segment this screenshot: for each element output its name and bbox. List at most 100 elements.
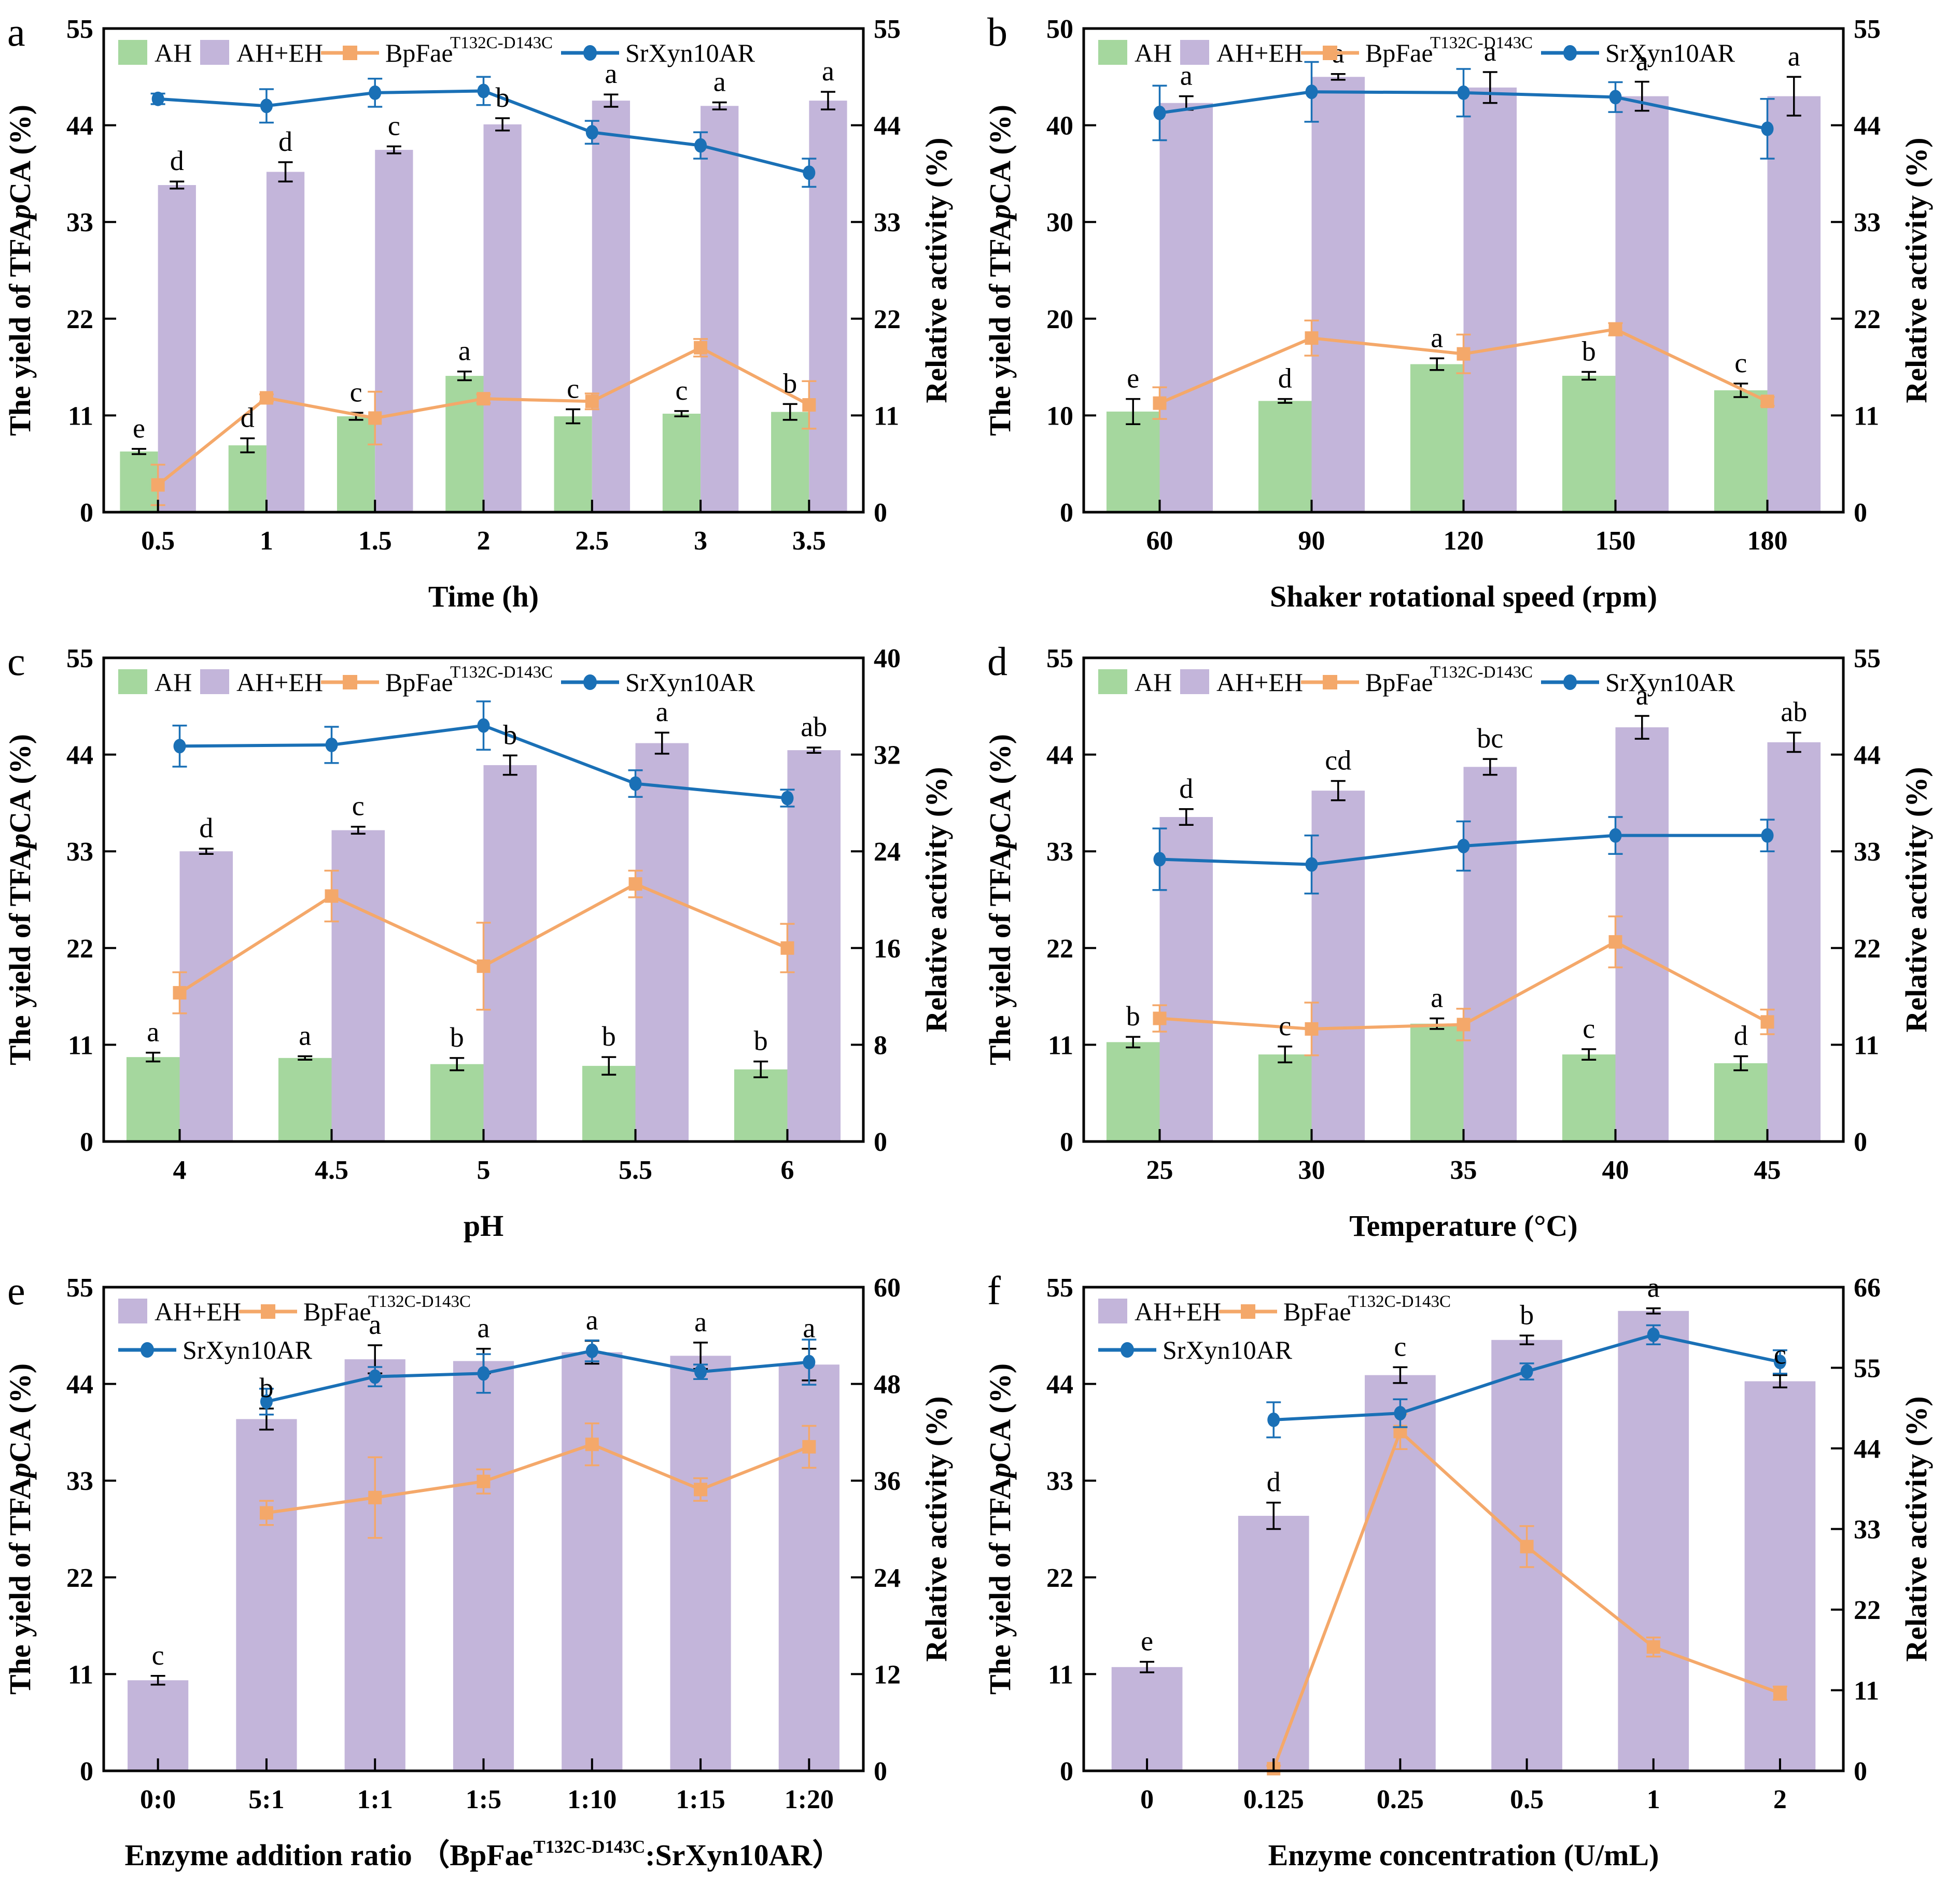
bar <box>1410 364 1464 512</box>
bar <box>787 750 841 1142</box>
square-marker <box>802 398 816 412</box>
bar <box>430 1064 484 1142</box>
legend-label: SrXyn10AR <box>1163 1335 1293 1364</box>
right-tick-label: 33 <box>1854 208 1881 237</box>
x-axis-title: Enzyme addition ratio （BpFaeT132C-D143C:… <box>125 1837 843 1872</box>
x-tick-label: 1:15 <box>676 1785 725 1814</box>
bars-ah <box>1106 1023 1768 1142</box>
significance-letter: e <box>1127 363 1139 394</box>
x-axis-title: Time (h) <box>428 580 539 613</box>
x-axis-title: Enzyme concentration (U/mL) <box>1268 1838 1659 1872</box>
right-tick-label: 55 <box>1854 15 1881 44</box>
bar <box>1463 87 1517 513</box>
x-axis-title: Temperature (°C) <box>1349 1209 1577 1243</box>
bars-ah-eh <box>1159 77 1821 513</box>
bar <box>1714 1063 1768 1142</box>
circle-marker <box>1773 1355 1786 1370</box>
right-tick-label: 32 <box>874 741 901 770</box>
left-tick-label: 55 <box>66 644 93 673</box>
left-tick-label: 55 <box>66 1273 93 1303</box>
x-tick-label: 1:5 <box>466 1785 501 1814</box>
legend-square-marker <box>1323 46 1337 60</box>
legend-label: AH+EH <box>1216 668 1303 697</box>
significance-letter: d <box>199 812 213 843</box>
x-tick-label: 6 <box>781 1156 794 1185</box>
bar <box>1767 742 1821 1142</box>
right-tick-label: 36 <box>874 1467 901 1496</box>
significance-letter: d <box>170 145 184 176</box>
bar <box>344 1359 405 1771</box>
x-tick-label: 3 <box>694 526 707 556</box>
significance-letter: a <box>656 696 668 727</box>
square-marker <box>259 1506 273 1520</box>
square-marker <box>259 391 273 405</box>
line-bpfae <box>150 338 817 506</box>
left-tick-label: 33 <box>1046 837 1073 867</box>
axis-titles: The yield of TFApCA (%) Relative activity… <box>983 734 1933 1243</box>
legend-label: SrXyn10AR <box>1605 668 1735 697</box>
significance-letter: c <box>350 376 362 407</box>
plot-border <box>102 1286 865 1772</box>
left-tick-label: 55 <box>66 15 93 44</box>
significance-letter: c <box>352 791 365 822</box>
circle-marker <box>585 1343 598 1358</box>
bar <box>635 743 689 1142</box>
chart-panel-e: c b a a a a a 0 11 22 33 44 55 0 12 24 36 48 60 0:0 5:1 1:1 1:… <box>3 1268 953 1872</box>
left-tick-label: 55 <box>1046 1273 1073 1303</box>
line-srxyn10ar <box>1152 61 1775 160</box>
left-tick-label: 30 <box>1046 208 1073 237</box>
bar <box>1258 401 1312 512</box>
significance-letter: d <box>1734 1020 1748 1051</box>
bar <box>236 1419 297 1771</box>
legend-label-superscript: T132C-D143C <box>1430 663 1533 682</box>
square-marker <box>1773 1686 1787 1700</box>
circle-marker <box>1267 1412 1280 1427</box>
right-tick-label: 55 <box>1854 644 1881 673</box>
circle-marker <box>477 718 490 733</box>
line-srxyn10ar <box>1152 816 1775 895</box>
circle-marker <box>173 739 186 754</box>
legend-square-marker <box>261 1304 275 1319</box>
bar <box>375 150 413 513</box>
right-tick-label: 66 <box>1854 1273 1881 1303</box>
left-tick-label: 33 <box>66 837 93 867</box>
circle-marker <box>629 776 642 791</box>
bar <box>266 172 305 512</box>
legend-label-superscript: T132C-D143C <box>1430 34 1533 52</box>
legend-square-marker <box>343 675 357 689</box>
axes: 0 10 20 30 40 50 0 11 22 33 44 55 60 90 120 150 180 <box>1046 15 1881 556</box>
legend-circle-marker <box>1563 45 1577 61</box>
square-marker <box>325 889 339 903</box>
significance-letter: c <box>1734 347 1747 378</box>
bar <box>554 416 592 512</box>
right-tick-label: 24 <box>874 1563 901 1593</box>
left-tick-label: 33 <box>66 208 93 237</box>
x-tick-label: 0.5 <box>1510 1785 1544 1814</box>
bar-series <box>1106 77 1821 513</box>
significance-letter: c <box>567 373 579 404</box>
left-tick-label: 55 <box>1046 644 1073 673</box>
legend-label: BpFae <box>385 668 453 697</box>
significance-letters: e d c a c c b d d c b a a a <box>133 55 834 444</box>
bar <box>1615 727 1669 1142</box>
legend-label-superscript: T132C-D143C <box>450 34 553 52</box>
significance-letter: a <box>369 1309 381 1340</box>
x-tick-label: 0:0 <box>140 1785 176 1814</box>
bar <box>128 1680 189 1771</box>
significance-letter: a <box>478 1313 490 1344</box>
circle-marker <box>1761 828 1774 843</box>
panel-f: e d c b a c 0 11 22 33 44 55 0 11 22 33 44 55 66 0 0.125 0.25… <box>980 1259 1960 1888</box>
significance-letter: a <box>147 1017 159 1048</box>
legend: AH AH+EH BpFaeT132C-D143C SrXyn10AR <box>118 663 755 697</box>
bar <box>1615 96 1669 512</box>
bars-ah-eh <box>1159 727 1821 1142</box>
circle-marker <box>1761 121 1774 136</box>
legend-label: AH+EH <box>1135 1297 1221 1326</box>
legend-swatch-ah-eh <box>1180 669 1209 694</box>
axes: 0 11 22 33 44 55 0 12 24 36 48 60 0:0 5:1 1:1 1:5 1:10 1:… <box>66 1273 901 1814</box>
square-marker <box>1305 1022 1319 1036</box>
legend-swatch-ah-eh <box>118 1299 147 1323</box>
significance-letter: a <box>1484 36 1496 67</box>
square-marker <box>1608 322 1622 336</box>
significance-letter: b <box>602 1021 616 1052</box>
